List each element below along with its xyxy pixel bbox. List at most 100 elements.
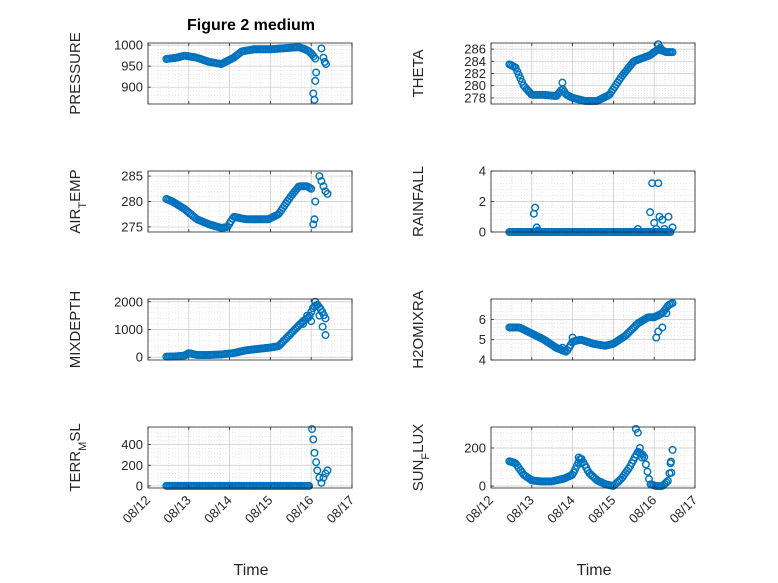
ytick-label: 280 bbox=[121, 194, 143, 209]
xtick-label: 08/13 bbox=[503, 493, 537, 527]
ytick-label: 275 bbox=[121, 219, 143, 234]
ylabel: RAINFALL bbox=[410, 166, 427, 237]
ytick-label: 400 bbox=[121, 437, 143, 452]
data-point bbox=[654, 179, 663, 188]
data-point bbox=[662, 478, 671, 487]
axes-box bbox=[147, 426, 353, 489]
data-point bbox=[646, 208, 655, 217]
ytick-label: 0 bbox=[479, 225, 486, 240]
data-point bbox=[315, 172, 324, 181]
figure-title: Figure 2 medium bbox=[187, 17, 315, 34]
ytick-label: 200 bbox=[464, 440, 486, 455]
data-point bbox=[637, 453, 646, 462]
data-point bbox=[558, 343, 567, 352]
ytick-label: 1000 bbox=[114, 322, 143, 337]
xtick-label: 08/17 bbox=[324, 493, 358, 527]
data-point bbox=[668, 445, 677, 454]
data-point bbox=[309, 220, 318, 229]
data-point bbox=[663, 476, 672, 485]
data-point bbox=[310, 95, 319, 104]
data-point bbox=[310, 215, 319, 224]
data-point bbox=[319, 473, 328, 482]
data-point bbox=[321, 331, 330, 340]
data-point bbox=[318, 322, 327, 331]
series-markers bbox=[162, 172, 332, 232]
data-point bbox=[311, 54, 320, 63]
ytick-label: 900 bbox=[121, 80, 143, 95]
ytick-label: 278 bbox=[464, 90, 486, 105]
series-markers bbox=[505, 424, 677, 491]
data-point bbox=[533, 226, 542, 235]
ytick-label: 1000 bbox=[114, 38, 143, 53]
data-point bbox=[568, 333, 577, 342]
data-point bbox=[323, 189, 332, 198]
data-point bbox=[303, 311, 312, 320]
axes-box bbox=[147, 42, 353, 105]
xtick-label: 08/15 bbox=[585, 493, 619, 527]
data-point bbox=[633, 428, 642, 437]
data-point bbox=[531, 203, 540, 212]
data-point bbox=[668, 48, 677, 57]
xtick-label: 08/16 bbox=[626, 493, 660, 527]
axes-box bbox=[490, 426, 696, 489]
data-point bbox=[643, 467, 652, 476]
data-point bbox=[312, 68, 321, 77]
data-point bbox=[311, 76, 320, 85]
data-point bbox=[312, 458, 321, 467]
ytick-label: 0 bbox=[136, 350, 143, 365]
data-point bbox=[317, 44, 326, 53]
data-point bbox=[317, 177, 326, 186]
xlabel-right: Time bbox=[577, 562, 612, 579]
xtick-label: 08/13 bbox=[160, 493, 194, 527]
ytick-label: 200 bbox=[121, 458, 143, 473]
xtick-label: 08/14 bbox=[544, 493, 578, 527]
data-point bbox=[668, 223, 677, 232]
data-point bbox=[558, 78, 567, 87]
xtick-label: 08/14 bbox=[201, 493, 235, 527]
ylabel: AIRTEMP bbox=[67, 169, 89, 233]
data-point bbox=[658, 323, 667, 332]
xtick-label: 08/15 bbox=[242, 493, 276, 527]
data-point bbox=[315, 311, 324, 320]
ytick-label: 280 bbox=[464, 78, 486, 93]
data-point bbox=[641, 460, 650, 469]
series-markers bbox=[505, 40, 677, 105]
series-markers bbox=[162, 297, 330, 361]
ylabel: SUNFLUX bbox=[410, 424, 432, 492]
data-point bbox=[307, 184, 316, 193]
axes-6: 4 5 6 H2OMIXRA bbox=[410, 290, 696, 369]
ytick-label: 286 bbox=[464, 42, 486, 57]
ytick-label: 6 bbox=[479, 312, 486, 327]
data-point bbox=[667, 468, 676, 477]
ytick-label: 2 bbox=[479, 194, 486, 209]
ytick-label: 0 bbox=[136, 478, 143, 493]
ytick-label: 2000 bbox=[114, 294, 143, 309]
xtick-label: 08/12 bbox=[120, 493, 154, 527]
data-point bbox=[305, 311, 314, 320]
data-point bbox=[635, 443, 644, 452]
ytick-label: 4 bbox=[479, 353, 486, 368]
ytick-label: 285 bbox=[121, 169, 143, 184]
series-markers bbox=[505, 299, 677, 356]
data-point bbox=[576, 459, 585, 468]
ytick-label: 0 bbox=[479, 479, 486, 494]
ylabel: THETA bbox=[410, 49, 427, 97]
data-point bbox=[305, 481, 314, 490]
ytick-label: 284 bbox=[464, 54, 486, 69]
ylabel: PRESSURE bbox=[67, 32, 84, 115]
data-point bbox=[664, 212, 673, 221]
ytick-label: 4 bbox=[479, 164, 486, 179]
data-point bbox=[668, 299, 677, 308]
data-point bbox=[658, 215, 667, 224]
ytick-label: 950 bbox=[121, 59, 143, 74]
data-point bbox=[308, 425, 317, 434]
ytick-label: 5 bbox=[479, 332, 486, 347]
data-point bbox=[310, 448, 319, 457]
xtick-label: 08/17 bbox=[667, 493, 701, 527]
data-point bbox=[309, 435, 318, 444]
data-point bbox=[311, 297, 320, 306]
ylabel: H2OMIXRA bbox=[410, 290, 427, 368]
series-markers bbox=[162, 43, 330, 104]
